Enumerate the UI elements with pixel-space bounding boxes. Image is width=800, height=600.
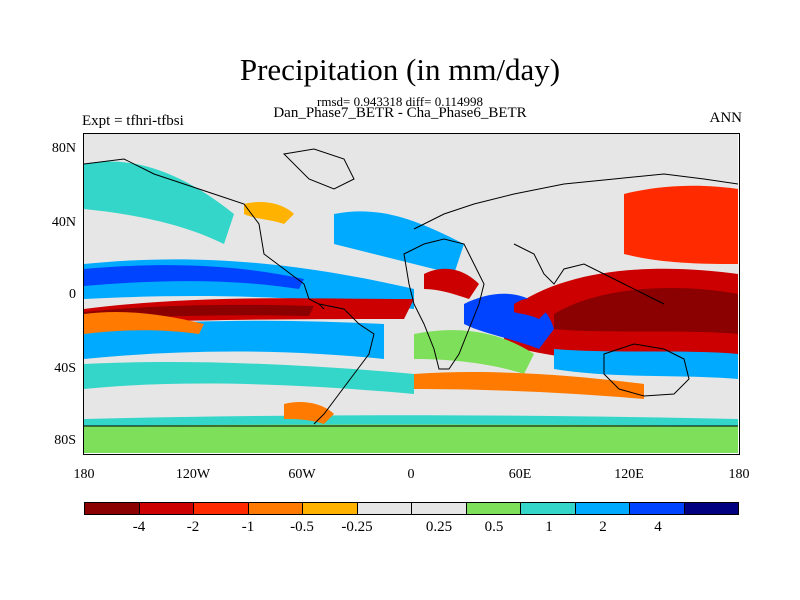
colorbar-swatch [412,503,467,514]
precipitation-map [83,133,740,455]
colorbar-label: 1 [545,519,553,535]
colorbar-label: 0.5 [484,519,504,535]
colorbar-swatch [194,503,249,514]
stats-line: rmsd= 0.943318 diff= 0.114998 [317,94,483,109]
chart-title: Precipitation (in mm/day) [239,52,561,87]
colorbar-label: -1 [241,519,255,535]
colorbar-swatch [357,503,412,514]
y-tick-label: 80N [51,141,76,156]
colorbar-label: 0.25 [425,519,453,535]
colorbar [84,502,739,515]
colorbar-swatch [139,503,194,514]
colorbar-label: 2 [599,519,607,535]
experiment-label: Expt = tfhri-tfbsi [82,113,184,129]
x-tick-label: 180 [73,467,95,482]
season-label: ANN [709,110,743,126]
y-tick-label: 40N [51,215,76,230]
colorbar-swatch [466,503,521,514]
anomaly-fields [84,161,738,453]
colorbar-swatch [684,503,738,514]
colorbar-label: -0.25 [341,519,373,535]
chart-subtitle: Dan_Phase7_BETR - Cha_Phase6_BETR [273,105,527,121]
y-tick-label: 40S [54,361,76,376]
x-tick-label: 60E [508,467,532,482]
colorbar-swatch [521,503,576,514]
colorbar-swatch [303,503,358,514]
colorbar-swatch [575,503,630,514]
y-tick-label: 80S [54,433,76,448]
colorbar-swatch [630,503,685,514]
x-tick-label: 120W [175,467,211,482]
colorbar-swatch [85,503,140,514]
x-tick-label: 180 [728,467,750,482]
y-tick-label: 0 [69,287,76,302]
colorbar-label: -2 [186,519,200,535]
colorbar-swatch [248,503,303,514]
x-tick-label: 60W [288,467,316,482]
colorbar-label: 4 [654,519,662,535]
x-tick-label: 0 [407,467,415,482]
x-tick-label: 120E [614,467,644,482]
map-svg [84,134,739,453]
colorbar-label: -0.5 [290,519,314,535]
colorbar-label: -4 [132,519,146,535]
